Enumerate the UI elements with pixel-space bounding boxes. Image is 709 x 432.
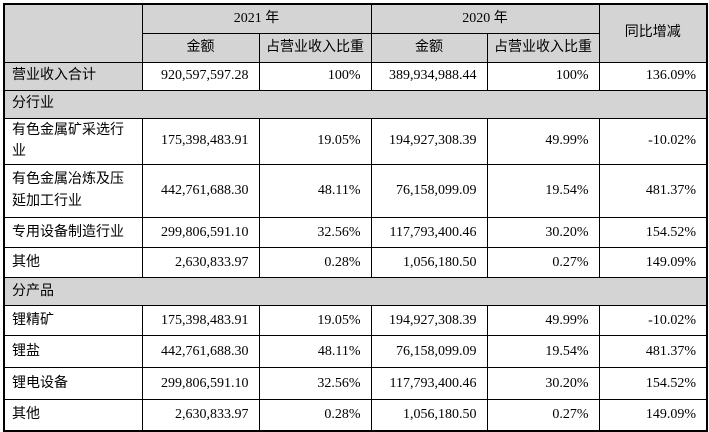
amount-2021: 2,630,833.97 — [141, 246, 260, 278]
section-row-product: 分产品 — [3, 276, 708, 306]
ratio-2020: 100% — [486, 61, 600, 91]
row-label: 锂盐 — [3, 334, 143, 368]
yoy-change: -10.02% — [598, 304, 708, 336]
section-label: 分产品 — [3, 276, 708, 306]
yoy-change: 481.37% — [598, 334, 708, 368]
ratio-2021: 100% — [258, 61, 372, 91]
section-row-industry: 分行业 — [3, 89, 708, 119]
section-label: 分行业 — [3, 89, 708, 119]
table-row: 其他 2,630,833.97 0.28% 1,056,180.50 0.27%… — [3, 246, 708, 278]
revenue-breakdown-table: 2021 年 2020 年 同比增减 金额 占营业收入比重 金额 占营业收入比重… — [3, 3, 708, 432]
ratio-2020: 19.54% — [486, 334, 600, 368]
ratio-2020: 49.99% — [486, 117, 600, 165]
yoy-header: 同比增减 — [598, 3, 708, 63]
table-row: 有色金属冶炼及压延加工行业 442,761,688.30 48.11% 76,1… — [3, 163, 708, 218]
amount-2020: 1,056,180.50 — [370, 246, 488, 278]
ratio-2021: 48.11% — [258, 334, 372, 368]
year-2020-header: 2020 年 — [370, 3, 600, 34]
row-label: 其他 — [3, 398, 143, 432]
header-row-metrics: 金额 占营业收入比重 金额 占营业收入比重 — [4, 32, 707, 63]
row-label: 锂精矿 — [3, 304, 143, 336]
ratio-2020: 30.20% — [486, 216, 600, 248]
ratio-2021: 0.28% — [258, 398, 372, 432]
amount-2020: 117,793,400.46 — [370, 216, 488, 248]
row-label: 锂电设备 — [3, 366, 143, 400]
ratio-2021: 19.05% — [258, 304, 372, 336]
amount-2020: 389,934,988.44 — [370, 61, 488, 91]
amount-2021: 299,806,591.10 — [141, 216, 260, 248]
amount-2020-header: 金额 — [370, 32, 488, 63]
amount-2020: 76,158,099.09 — [370, 334, 488, 368]
ratio-2021-header: 占营业收入比重 — [258, 32, 372, 63]
corner-cell — [3, 3, 143, 63]
amount-2020: 194,927,308.39 — [370, 304, 488, 336]
ratio-2020: 19.54% — [486, 163, 600, 218]
yoy-change: 154.52% — [598, 366, 708, 400]
yoy-change: 149.09% — [598, 246, 708, 278]
yoy-change: 481.37% — [598, 163, 708, 218]
header-row-years: 2021 年 2020 年 同比增减 — [3, 3, 708, 63]
table-row: 锂盐 442,761,688.30 48.11% 76,158,099.09 1… — [3, 334, 708, 368]
row-label: 有色金属矿采选行业 — [3, 117, 143, 165]
year-2021-header: 2021 年 — [141, 3, 372, 34]
yoy-change: 154.52% — [598, 216, 708, 248]
ratio-2021: 48.11% — [258, 163, 372, 218]
amount-2020: 194,927,308.39 — [370, 117, 488, 165]
amount-2021: 442,761,688.30 — [141, 334, 260, 368]
yoy-change: 136.09% — [598, 61, 708, 91]
row-label: 营业收入合计 — [3, 61, 143, 91]
amount-2021: 299,806,591.10 — [141, 366, 260, 400]
table-row: 专用设备制造行业 299,806,591.10 32.56% 117,793,4… — [3, 216, 708, 248]
amount-2021: 175,398,483.91 — [141, 304, 260, 336]
amount-2020: 117,793,400.46 — [370, 366, 488, 400]
table-row-total: 营业收入合计 920,597,597.28 100% 389,934,988.4… — [3, 61, 708, 91]
ratio-2020-header: 占营业收入比重 — [486, 32, 600, 63]
ratio-2020: 0.27% — [486, 246, 600, 278]
ratio-2020: 0.27% — [486, 398, 600, 432]
ratio-2020: 30.20% — [486, 366, 600, 400]
ratio-2020: 49.99% — [486, 304, 600, 336]
ratio-2021: 32.56% — [258, 366, 372, 400]
yoy-change: -10.02% — [598, 117, 708, 165]
ratio-2021: 32.56% — [258, 216, 372, 248]
amount-2021: 175,398,483.91 — [141, 117, 260, 165]
row-label: 有色金属冶炼及压延加工行业 — [3, 163, 143, 218]
table-row: 其他 2,630,833.97 0.28% 1,056,180.50 0.27%… — [3, 398, 708, 432]
revenue-table: 2021 年 2020 年 同比增减 金额 占营业收入比重 金额 占营业收入比重… — [3, 3, 708, 432]
ratio-2021: 19.05% — [258, 117, 372, 165]
row-label: 其他 — [3, 246, 143, 278]
table-row: 锂电设备 299,806,591.10 32.56% 117,793,400.4… — [3, 366, 708, 400]
row-label: 专用设备制造行业 — [3, 216, 143, 248]
amount-2021: 920,597,597.28 — [141, 61, 260, 91]
table-row: 锂精矿 175,398,483.91 19.05% 194,927,308.39… — [3, 304, 708, 336]
table-row: 有色金属矿采选行业 175,398,483.91 19.05% 194,927,… — [3, 117, 708, 165]
amount-2021: 442,761,688.30 — [141, 163, 260, 218]
ratio-2021: 0.28% — [258, 246, 372, 278]
amount-2020: 1,056,180.50 — [370, 398, 488, 432]
amount-2021-header: 金额 — [141, 32, 260, 63]
amount-2021: 2,630,833.97 — [141, 398, 260, 432]
amount-2020: 76,158,099.09 — [370, 163, 488, 218]
yoy-change: 149.09% — [598, 398, 708, 432]
